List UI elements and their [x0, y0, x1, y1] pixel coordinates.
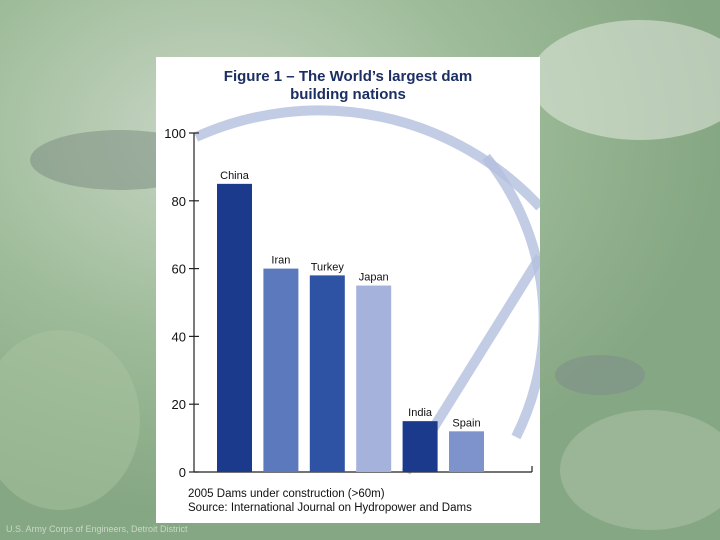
- bar-chart: 0 20 40 60 80 100 China Iran Turkey Japan India Sp…: [164, 105, 540, 480]
- y-tick-label: 0: [179, 465, 186, 480]
- chart-card: Figure 1 – The World’s largest dam build…: [156, 57, 540, 523]
- bar-turkey: [309, 275, 345, 472]
- bar-label-india: India: [408, 407, 433, 419]
- y-tick-label: 60: [172, 262, 186, 277]
- image-credit: U.S. Army Corps of Engineers, Detroit Di…: [6, 524, 188, 534]
- bar-label-iran: Iran: [271, 255, 290, 267]
- chart-source: Source: International Journal on Hydropo…: [188, 502, 472, 514]
- bar-label-japan: Japan: [359, 272, 389, 284]
- bar-india: [402, 421, 438, 472]
- bar-label-turkey: Turkey: [311, 261, 345, 273]
- bar-label-spain: Spain: [452, 417, 480, 429]
- y-tick-label: 80: [172, 194, 186, 209]
- bar-spain: [449, 431, 484, 472]
- bar-china: [217, 183, 252, 472]
- y-tick-label: 20: [172, 397, 186, 412]
- chart-subtitle: building nations: [290, 86, 406, 103]
- chart-title: Figure 1 – The World’s largest dam: [223, 68, 473, 85]
- y-tick-label: 100: [164, 126, 186, 141]
- bar-japan: [356, 285, 392, 472]
- y-tick-label: 40: [172, 329, 186, 344]
- bar-label-china: China: [220, 170, 250, 182]
- chart-footnote: 2005 Dams under construction (>60m): [188, 488, 385, 500]
- bar-iran: [263, 268, 299, 472]
